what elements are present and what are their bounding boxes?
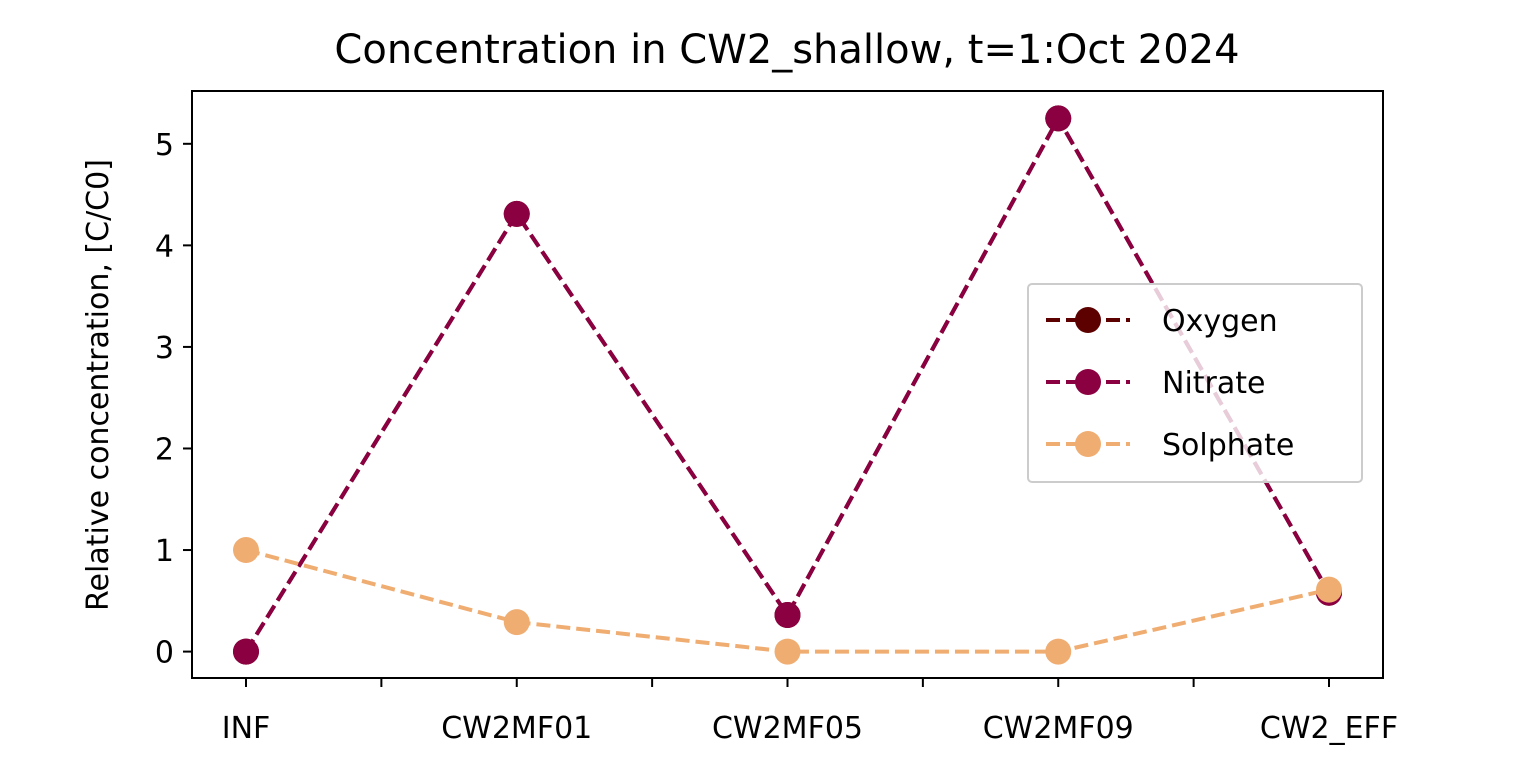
legend-item-solphate: Solphate (1046, 428, 1294, 463)
x-tick-label: INF (222, 711, 271, 746)
legend-item-nitrate: Nitrate (1046, 366, 1265, 401)
data-point (503, 609, 530, 636)
legend-item-oxygen: Oxygen (1046, 304, 1278, 339)
data-point (1045, 638, 1072, 665)
legend-label: Oxygen (1162, 304, 1278, 339)
chart-title: Concentration in CW2_shallow, t=1:Oct 20… (334, 27, 1239, 73)
y-tick-label: 3 (155, 331, 174, 366)
x-tick-label: CW2MF01 (441, 711, 592, 746)
plot-area (233, 105, 1342, 665)
y-tick-label: 4 (155, 229, 174, 264)
legend-marker (1075, 431, 1101, 457)
data-point (503, 200, 530, 227)
data-point (774, 638, 801, 665)
x-tick-label: CW2MF09 (983, 711, 1134, 746)
axes: 0 1 2 3 4 5 INF CW2MF01 CW2MF05 CW2MF09 CW2_EFF (155, 128, 1398, 746)
legend-label: Solphate (1162, 428, 1294, 463)
data-point (233, 537, 259, 564)
y-tick-label: 1 (155, 534, 174, 569)
legend-label: Nitrate (1162, 366, 1265, 401)
x-tick-label: CW2_EFF (1260, 711, 1398, 746)
legend-box (1027, 283, 1363, 483)
legend-marker (1075, 369, 1101, 395)
data-point (233, 638, 259, 665)
legend-marker (1075, 307, 1101, 333)
data-point (774, 602, 801, 629)
x-tick-label: CW2MF05 (712, 711, 863, 746)
data-point (1045, 105, 1072, 132)
y-axis-label: Relative concentration, [C/C0] (81, 159, 116, 611)
legend: Oxygen Nitrate Solphate (1027, 283, 1363, 483)
y-tick-label: 2 (155, 432, 174, 467)
series-line (245, 548, 1330, 654)
series-line (244, 116, 1331, 653)
y-tick-label: 0 (155, 636, 174, 671)
series-solphate (233, 537, 1342, 665)
y-tick-label: 5 (155, 128, 174, 163)
data-point (1316, 576, 1342, 603)
